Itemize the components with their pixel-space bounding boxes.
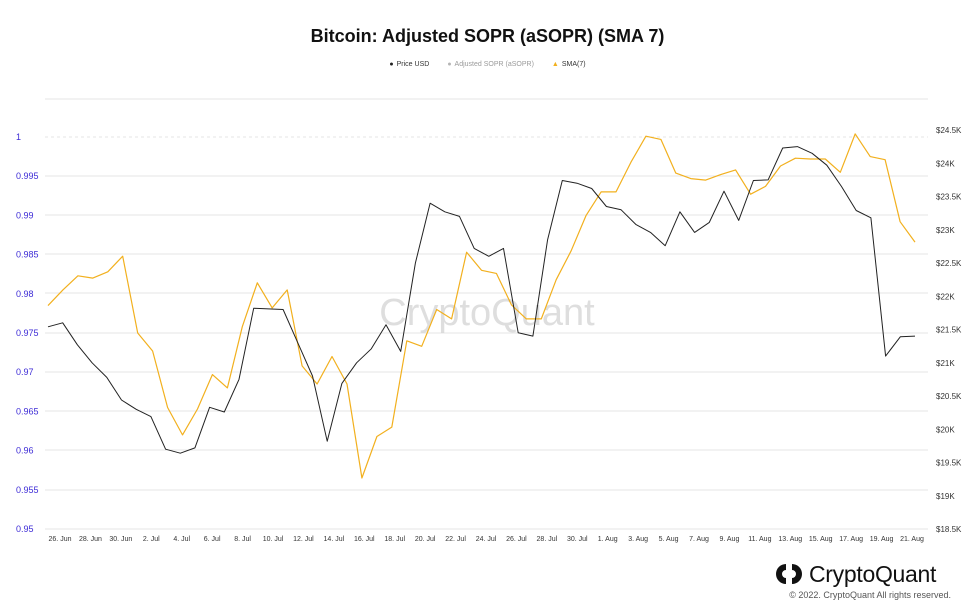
x-tick-label: 13. Aug (778, 536, 802, 543)
legend-item[interactable]: ● Adjusted SOPR (aSOPR) (447, 61, 534, 68)
y-right-tick-label: $24.5K (936, 126, 962, 135)
y-left-tick-label: 0.98 (16, 289, 34, 299)
x-tick-label: 9. Aug (719, 536, 739, 543)
y-right-tick-label: $24K (936, 159, 955, 168)
legend-marker-icon: ▲ (551, 61, 559, 68)
y-right-tick-label: $21.5K (936, 326, 962, 335)
x-tick-label: 28. Jul (537, 536, 558, 543)
y-left-tick-label: 0.965 (16, 406, 39, 416)
legend-marker-icon: ● (389, 61, 394, 68)
x-tick-label: 19. Aug (870, 536, 894, 543)
y-right-tick-label: $19.5K (936, 459, 962, 468)
y-right-tick-label: $22.5K (936, 259, 962, 268)
x-ticks: 26. Jun 28. Jun 30. Jun 2. Jul 4. Jul 6. Jul 8… (49, 536, 924, 543)
x-tick-label: 20. Jul (415, 536, 436, 543)
x-tick-label: 16. Jul (354, 536, 375, 543)
x-tick-label: 17. Aug (839, 536, 863, 543)
y-left-tick-label: 0.99 (16, 210, 34, 220)
y-right-tick-label: $23.5K (936, 193, 962, 202)
y-left-tick-label: 1 (16, 132, 21, 142)
legend-item[interactable]: ▲ SMA(7) (552, 61, 586, 68)
x-tick-label: 10. Jul (263, 536, 284, 543)
y-right-tick-label: $19K (936, 492, 955, 501)
x-tick-label: 1. Aug (598, 536, 618, 543)
brand: CryptoQuant (775, 560, 936, 588)
x-tick-label: 2. Jul (143, 536, 160, 543)
x-tick-label: 26. Jul (506, 536, 527, 543)
y-right-ticks: $18.5K $19K $19.5K $20K $20.5K $21K $21.5K $22K… (936, 126, 962, 534)
legend-label: Adjusted SOPR (aSOPR) (454, 61, 534, 68)
legend: ● Price USD ● Adjusted SOPR (aSOPR) ▲ SMA(7) (0, 61, 975, 68)
x-tick-label: 24. Jul (476, 536, 497, 543)
series-lines (47, 133, 916, 479)
chart-title: Bitcoin: Adjusted SOPR (aSOPR) (SMA 7) (310, 26, 665, 46)
y-right-tick-label: $22K (936, 292, 955, 301)
y-left-tick-label: 0.955 (16, 485, 39, 495)
x-tick-label: 14. Jul (324, 536, 345, 543)
brand-name: CryptoQuant (809, 560, 937, 587)
y-right-tick-label: $23K (936, 226, 955, 235)
x-tick-label: 26. Jun (49, 536, 72, 543)
x-tick-label: 22. Jul (445, 536, 466, 543)
y-left-tick-label: 0.985 (16, 250, 39, 260)
legend-item[interactable]: ● Price USD (389, 61, 429, 68)
grid-lines (45, 98, 928, 530)
y-right-tick-label: $20K (936, 425, 955, 434)
x-tick-label: 15. Aug (809, 536, 833, 543)
watermark: CryptoQuant (379, 292, 595, 334)
legend-marker-icon: ● (447, 61, 452, 68)
x-tick-label: 11. Aug (748, 536, 771, 543)
x-tick-label: 21. Aug (900, 536, 924, 543)
y-left-tick-label: 0.95 (16, 524, 34, 534)
x-tick-label: 4. Jul (173, 536, 190, 543)
y-left-tick-label: 0.96 (16, 446, 34, 456)
y-right-tick-label: $20.5K (936, 392, 962, 401)
y-right-tick-label: $18.5K (936, 525, 962, 534)
x-tick-label: 18. Jul (384, 536, 405, 543)
y-left-ticks: 0.95 0.955 0.96 0.965 0.97 0.975 0.98 0.985 0.99… (16, 132, 39, 534)
x-tick-label: 30. Jun (109, 536, 132, 543)
cryptoquant-logo-icon (776, 564, 802, 584)
x-tick-label: 12. Jul (293, 536, 314, 543)
y-left-tick-label: 0.975 (16, 328, 39, 338)
y-left-tick-label: 0.97 (16, 367, 34, 377)
copyright-text: © 2022. CryptoQuant All rights reserved. (789, 590, 951, 600)
legend-label: Price USD (396, 61, 430, 68)
x-tick-label: 30. Jul (567, 536, 588, 543)
x-tick-label: 5. Aug (659, 536, 679, 543)
x-tick-label: 3. Aug (628, 536, 648, 543)
y-left-tick-label: 0.995 (16, 171, 39, 181)
x-tick-label: 6. Jul (204, 536, 221, 543)
x-tick-label: 28. Jun (79, 536, 102, 543)
series-line-price-usd (47, 146, 916, 454)
legend-label: SMA(7) (561, 61, 586, 68)
x-tick-label: 7. Aug (689, 536, 709, 543)
y-right-tick-label: $21K (936, 359, 955, 368)
series-line-sma-7- (47, 133, 916, 479)
x-tick-label: 8. Jul (234, 536, 251, 543)
